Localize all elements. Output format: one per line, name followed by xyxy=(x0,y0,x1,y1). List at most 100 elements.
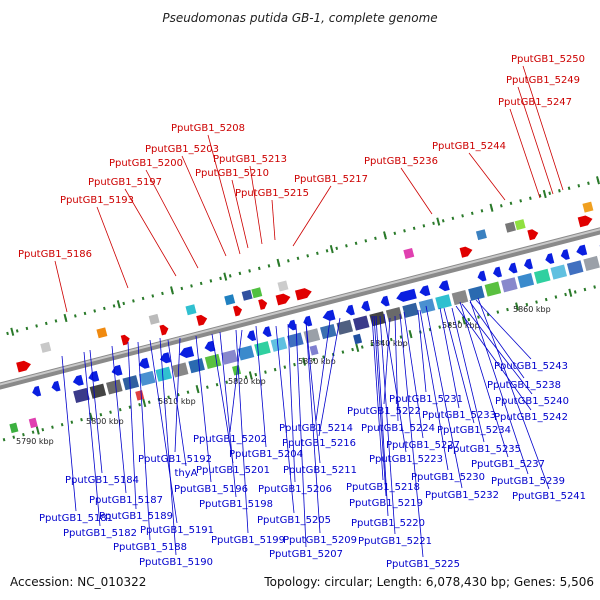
tick-mark xyxy=(238,271,242,276)
forward-gene-arrow xyxy=(459,246,473,258)
tick-mark xyxy=(354,241,358,246)
tick-mark xyxy=(312,357,316,362)
reverse-gene-arrow xyxy=(493,266,503,278)
reverse-gene-block xyxy=(188,358,205,374)
forward-leader-line xyxy=(249,165,263,245)
tick-mark xyxy=(461,214,464,218)
reverse-gene-arrow xyxy=(159,352,171,364)
tick-mark xyxy=(451,216,455,220)
reverse-gene-label: PputGB1_5202 xyxy=(193,434,267,445)
tick-mark xyxy=(389,337,393,342)
forward-gene-label: PputGB1_5213 xyxy=(213,154,287,165)
tick-mark xyxy=(293,362,296,367)
reverse-gene-block xyxy=(435,294,452,310)
reverse-gene-label: PputGB1_5189 xyxy=(99,511,173,522)
reverse-leader-line xyxy=(275,325,295,514)
tick-mark xyxy=(567,186,571,190)
reverse-gene-arrow xyxy=(361,300,371,312)
tick-mark xyxy=(283,365,287,369)
reverse-gene-block xyxy=(550,264,568,280)
tick-mark xyxy=(412,226,416,231)
reverse-gene-block xyxy=(254,341,271,357)
reverse-gene-block xyxy=(221,349,238,365)
major-tick xyxy=(142,398,147,408)
major-tick xyxy=(355,343,360,352)
reverse-gene-block xyxy=(517,272,535,289)
tick-mark xyxy=(374,236,377,241)
forward-gene-label: PputGB1_5197 xyxy=(88,177,162,188)
tick-mark xyxy=(99,412,103,417)
forward-gene-arrow xyxy=(196,314,208,326)
reverse-gene-block-small xyxy=(28,417,38,429)
reverse-leader-line xyxy=(295,323,307,548)
reverse-gene-arrow xyxy=(345,304,355,316)
reverse-gene-block xyxy=(171,362,189,378)
tick-mark xyxy=(73,314,77,318)
reverse-gene-label: PputGB1_5199 xyxy=(211,535,285,546)
reverse-leader-line xyxy=(469,299,529,475)
forward-leader-line xyxy=(181,155,227,257)
reverse-gene-arrow xyxy=(32,385,42,397)
forward-strand-genes xyxy=(16,201,594,373)
tick-mark xyxy=(554,295,558,299)
tick-mark xyxy=(22,433,25,437)
forward-leader-line xyxy=(292,185,332,247)
forward-gene-label: PputGB1_5215 xyxy=(235,188,309,199)
forward-gene-block xyxy=(40,341,52,353)
reverse-leader-line xyxy=(174,337,181,453)
tick-mark xyxy=(254,372,258,377)
forward-leader-line xyxy=(468,152,506,201)
tick-mark xyxy=(93,309,97,313)
tick-mark xyxy=(151,294,155,298)
major-tick xyxy=(489,203,494,212)
reverse-gene-label: PputGB1_5222 xyxy=(347,406,421,417)
reverse-leader-line xyxy=(475,299,532,360)
reverse-gene-arrow xyxy=(576,244,588,256)
reverse-gene-label: PputGB1_5188 xyxy=(113,542,187,553)
reverse-leader-line xyxy=(455,305,532,411)
major-tick xyxy=(408,329,413,339)
tick-mark xyxy=(573,290,577,294)
reverse-leader-line xyxy=(459,301,509,458)
tick-mark xyxy=(228,274,232,278)
tick-mark xyxy=(109,410,112,414)
tick-mark xyxy=(467,317,471,322)
tick-mark xyxy=(273,367,277,372)
reverse-gene-block xyxy=(402,302,419,318)
tick-mark xyxy=(60,423,64,427)
reverse-gene-block xyxy=(204,353,222,369)
tick-mark xyxy=(54,319,58,323)
major-tick xyxy=(302,357,307,366)
tick-mark xyxy=(360,345,364,349)
reverse-leader-line xyxy=(383,313,407,453)
forward-gene-label: PputGB1_5193 xyxy=(60,195,134,206)
reverse-leader-line xyxy=(375,315,389,517)
reverse-gene-label: PputGB1_5190 xyxy=(139,557,213,568)
reverse-gene-label: PputGB1_5243 xyxy=(494,361,568,372)
forward-gene-label: PputGB1_5186 xyxy=(18,249,92,260)
tick-mark xyxy=(180,286,184,291)
major-tick xyxy=(383,231,387,240)
reverse-gene-block xyxy=(352,315,370,331)
reverse-gene-block xyxy=(106,379,123,395)
tick-mark xyxy=(544,297,548,302)
forward-gene-label: PputGB1_5210 xyxy=(195,168,269,179)
forward-gene-block xyxy=(403,247,415,259)
reverse-leader-line xyxy=(83,351,101,527)
forward-gene-block xyxy=(96,327,108,339)
reverse-gene-arrow xyxy=(179,346,195,358)
reverse-gene-arrow xyxy=(477,270,487,282)
major-tick xyxy=(170,286,174,295)
reverse-leader-line xyxy=(379,315,396,535)
forward-gene-block xyxy=(582,201,594,213)
major-tick xyxy=(10,327,15,336)
reverse-gene-arrow xyxy=(138,357,150,369)
reverse-gene-label: PputGB1_5220 xyxy=(351,518,425,529)
forward-gene-arrow xyxy=(258,299,268,310)
tick-mark xyxy=(167,395,170,399)
reverse-leader-line xyxy=(318,317,341,437)
reverse-gene-label: PputGB1_5181 xyxy=(39,513,113,524)
major-tick xyxy=(329,244,334,254)
forward-gene-arrow xyxy=(120,334,130,346)
